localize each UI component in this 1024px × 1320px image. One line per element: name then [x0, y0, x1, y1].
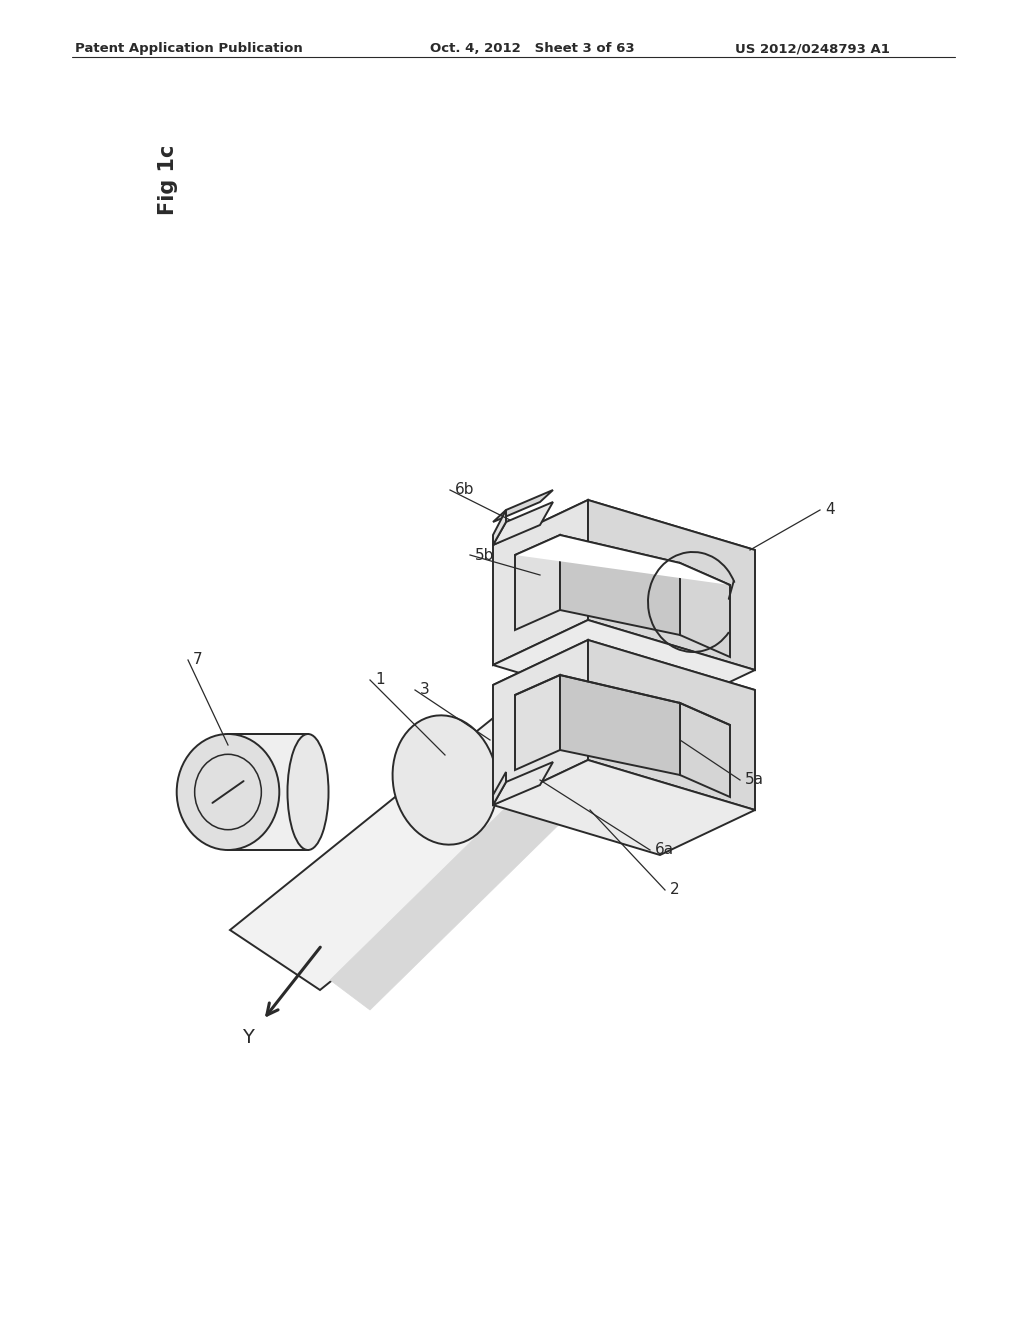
- Text: Fig 1c: Fig 1c: [158, 145, 178, 215]
- Polygon shape: [515, 535, 560, 630]
- Polygon shape: [493, 490, 553, 521]
- Polygon shape: [515, 675, 560, 770]
- Text: US 2012/0248793 A1: US 2012/0248793 A1: [735, 42, 890, 55]
- Polygon shape: [493, 760, 755, 855]
- Text: Y: Y: [242, 1028, 254, 1047]
- Polygon shape: [493, 500, 588, 665]
- Ellipse shape: [392, 715, 498, 845]
- Polygon shape: [493, 620, 755, 715]
- Polygon shape: [588, 640, 755, 810]
- Polygon shape: [493, 762, 553, 805]
- Polygon shape: [680, 704, 730, 797]
- Polygon shape: [493, 500, 755, 595]
- Text: 5a: 5a: [745, 772, 764, 788]
- Polygon shape: [560, 535, 680, 635]
- Text: 6b: 6b: [455, 483, 474, 498]
- Polygon shape: [228, 734, 308, 850]
- Text: 7: 7: [193, 652, 203, 668]
- Polygon shape: [230, 640, 680, 990]
- Text: 2: 2: [670, 883, 680, 898]
- Polygon shape: [493, 510, 506, 545]
- Text: 1: 1: [375, 672, 385, 688]
- Polygon shape: [680, 564, 730, 657]
- Text: 6a: 6a: [655, 842, 674, 858]
- Ellipse shape: [288, 734, 329, 850]
- Polygon shape: [493, 502, 553, 545]
- Text: 5b: 5b: [475, 548, 495, 562]
- Polygon shape: [588, 500, 755, 671]
- Polygon shape: [560, 675, 680, 775]
- Polygon shape: [493, 772, 506, 805]
- Text: Patent Application Publication: Patent Application Publication: [75, 42, 303, 55]
- Text: Oct. 4, 2012   Sheet 3 of 63: Oct. 4, 2012 Sheet 3 of 63: [430, 42, 635, 55]
- Polygon shape: [493, 640, 588, 805]
- Text: 4: 4: [825, 503, 835, 517]
- Polygon shape: [330, 715, 640, 1010]
- Text: 3: 3: [420, 682, 430, 697]
- Polygon shape: [493, 640, 755, 735]
- Polygon shape: [515, 535, 730, 585]
- Ellipse shape: [177, 734, 280, 850]
